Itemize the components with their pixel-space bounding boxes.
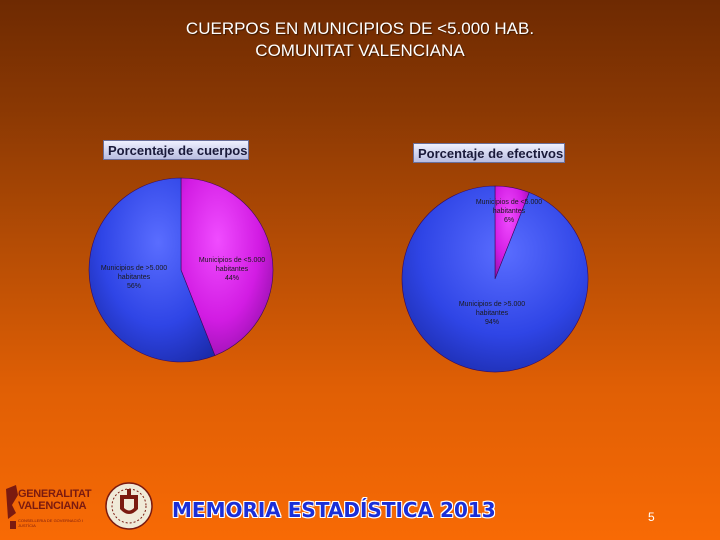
pie2-label-large-municipios: Municipios de >5.000 habitantes 94% xyxy=(459,301,525,326)
pie2-label-small-municipios: Municipios de <5.000 habitantes 6% xyxy=(476,199,542,224)
pie2-label-line: Municipios de >5.000 xyxy=(459,301,525,308)
generalitat-logo-text: GENERALITAT VALENCIANA xyxy=(18,488,92,512)
pie1-slice-small-municipios xyxy=(180,177,274,356)
pie2-label-line: 94% xyxy=(485,319,499,326)
pie1-label-line: 44% xyxy=(225,275,239,282)
chart-title-cuerpos: Porcentaje de cuerpos xyxy=(103,140,249,160)
logo-line1: GENERALITAT xyxy=(18,488,92,500)
coat-of-arms-icon xyxy=(105,482,153,530)
generalitat-logo-icon xyxy=(6,485,18,529)
pie1-label-line: Municipios de >5.000 xyxy=(101,265,167,272)
logo-line2: VALENCIANA xyxy=(18,500,87,512)
logo-subtitle: CONSELLERIA DE GOVERNACIÓ I JUSTÍCIA xyxy=(18,518,83,528)
pie1-label-line: Municipios de <5.000 xyxy=(199,257,265,264)
chart-title-efectivos: Porcentaje de efectivos xyxy=(413,143,565,163)
pie1-label-large-municipios: Municipios de >5.000 habitantes 56% xyxy=(101,265,167,290)
pie2-label-line: Municipios de <5.000 xyxy=(476,199,542,206)
slide-title-line1: CUERPOS EN MUNICIPIOS DE <5.000 HAB. xyxy=(185,19,535,38)
pie2-label-line: habitantes xyxy=(476,310,509,317)
pie1-label-line: 56% xyxy=(127,283,141,290)
pie1-label-line: habitantes xyxy=(216,266,249,273)
pie2-slice-large-municipios xyxy=(401,185,589,373)
pie2-label-line: 6% xyxy=(504,217,514,224)
slide-title-line2: COMUNITAT VALENCIANA xyxy=(255,41,465,60)
page-number: 5 xyxy=(648,510,655,524)
pie2-label-line: habitantes xyxy=(493,208,526,215)
memoria-banner: MEMORIA ESTADÍSTICA 2013 xyxy=(172,498,496,522)
pie1-label-line: habitantes xyxy=(118,274,151,281)
pie1-slice-large-municipios xyxy=(88,177,216,363)
pie1-label-small-municipios: Municipios de <5.000 habitantes 44% xyxy=(199,257,265,282)
slide-title: CUERPOS EN MUNICIPIOS DE <5.000 HAB. COM… xyxy=(0,18,720,62)
